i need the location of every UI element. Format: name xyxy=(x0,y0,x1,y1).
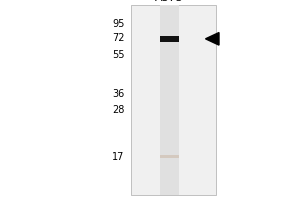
Bar xyxy=(160,155,179,158)
Text: 95: 95 xyxy=(112,19,124,29)
Bar xyxy=(160,5,179,195)
Bar xyxy=(160,36,179,42)
Polygon shape xyxy=(206,33,219,45)
Text: A375: A375 xyxy=(155,0,184,3)
Text: 55: 55 xyxy=(112,50,124,60)
Text: 17: 17 xyxy=(112,152,124,162)
Text: 36: 36 xyxy=(112,89,124,99)
Bar xyxy=(130,5,216,195)
Text: 72: 72 xyxy=(112,33,124,43)
Text: 28: 28 xyxy=(112,105,124,115)
